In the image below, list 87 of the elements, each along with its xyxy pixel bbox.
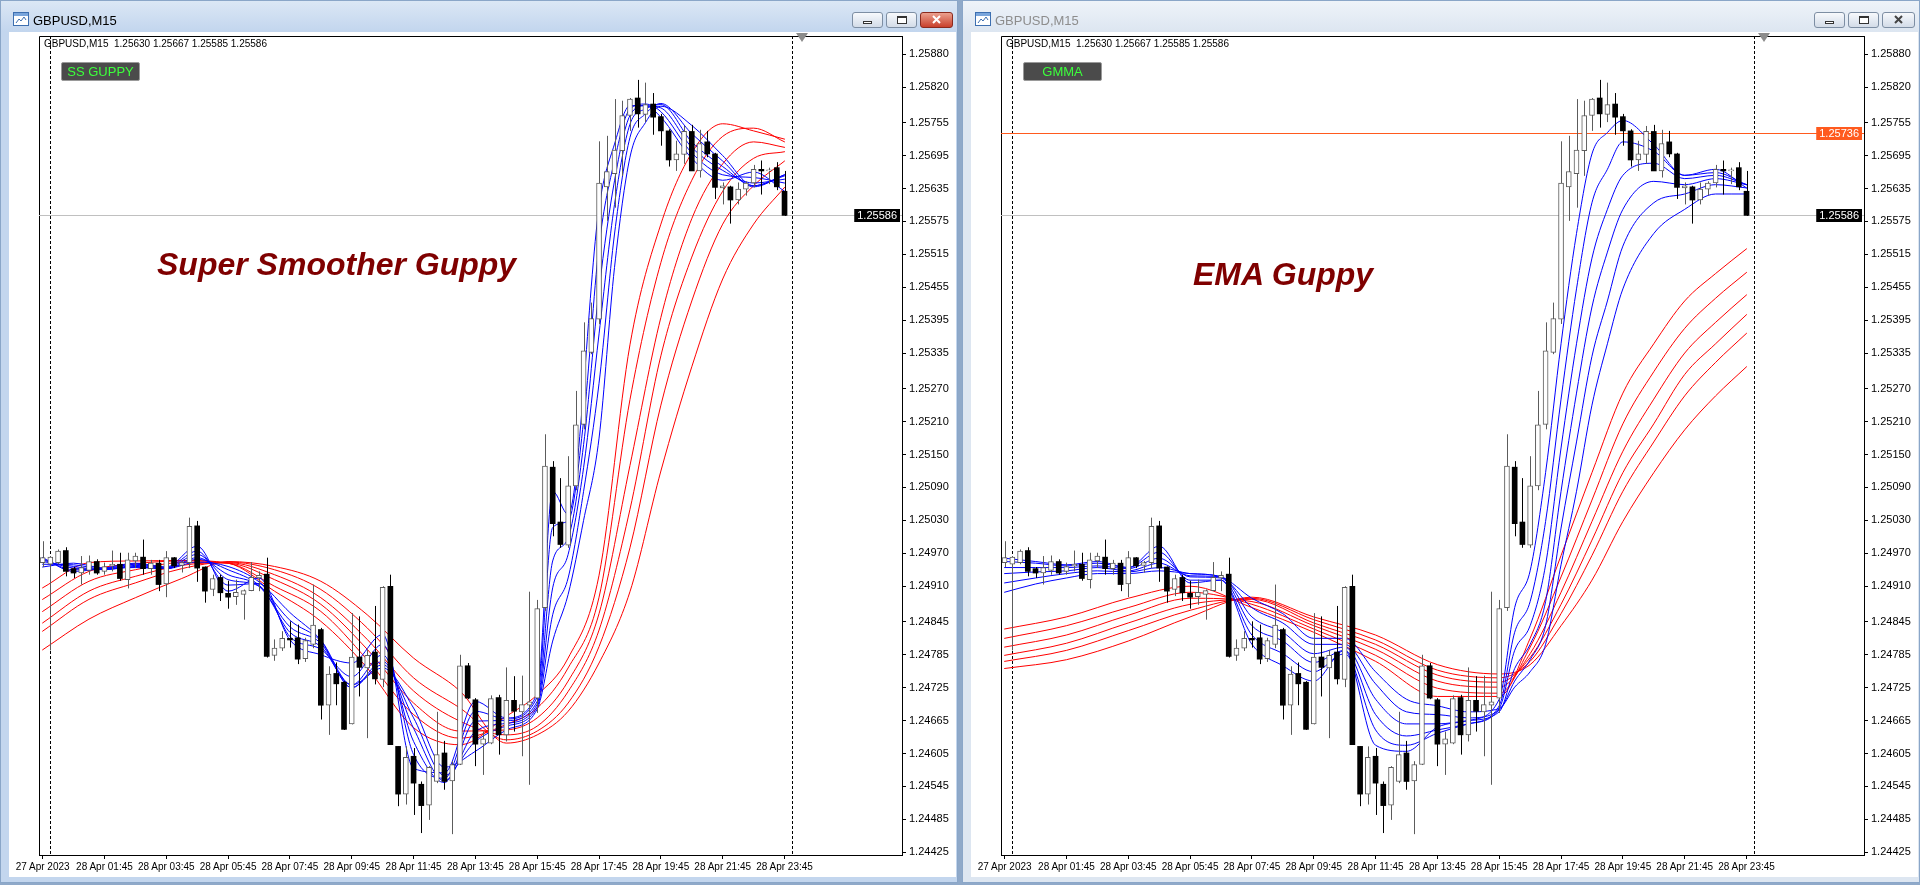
x-tick-label: 28 Apr 21:45 — [694, 860, 752, 872]
x-tick-label: 28 Apr 15:45 — [1470, 860, 1529, 872]
y-tick-label: 1.25695 — [1871, 148, 1911, 161]
y-tick-label: 1.25755 — [909, 115, 949, 128]
y-tick-label: 1.25090 — [1871, 480, 1911, 493]
x-tick-label: 28 Apr 03:45 — [137, 860, 196, 872]
x-tick-label: 28 Apr 01:45 — [76, 860, 134, 872]
y-tick-label: 1.25575 — [1871, 214, 1911, 227]
x-tick-label: 28 Apr 17:45 — [570, 860, 628, 872]
y-tick-label: 1.25395 — [1871, 313, 1911, 326]
y-tick-label: 1.25210 — [1871, 414, 1911, 427]
x-tick-label: 28 Apr 01:45 — [1038, 860, 1096, 872]
y-tick-label: 1.25150 — [1871, 447, 1911, 460]
y-tick-label: 1.24425 — [909, 845, 949, 858]
x-tick-label: 27 Apr 2023 — [15, 860, 71, 872]
y-tick-label: 1.25635 — [1871, 181, 1911, 194]
y-tick-label: 1.24605 — [909, 746, 949, 759]
x-tick-label: 28 Apr 07:45 — [1223, 860, 1281, 872]
ref-line-label: 1.25736 — [1819, 127, 1859, 140]
chart-title: GBPUSD,M15 — [33, 13, 117, 28]
y-tick-label: 1.24785 — [1871, 647, 1911, 660]
x-tick-label: 28 Apr 05:45 — [199, 860, 257, 872]
x-tick-label: 28 Apr 09:45 — [1285, 860, 1343, 872]
x-tick-label: 28 Apr 13:45 — [447, 860, 505, 872]
x-tick-label: 28 Apr 07:45 — [261, 860, 319, 872]
y-tick-label: 1.25515 — [909, 247, 949, 260]
y-tick-label: 1.24485 — [1871, 812, 1911, 825]
x-tick-label: 28 Apr 11:45 — [385, 860, 442, 872]
y-tick-label: 1.25880 — [1871, 47, 1911, 60]
y-tick-label: 1.25090 — [909, 480, 949, 493]
chart-title: GBPUSD,M15 — [995, 13, 1079, 28]
y-tick-label: 1.25395 — [909, 313, 949, 326]
y-tick-label: 1.25030 — [909, 513, 949, 526]
y-tick-label: 1.25335 — [1871, 346, 1911, 359]
x-tick-label: 28 Apr 09:45 — [323, 860, 381, 872]
y-tick-label: 1.24545 — [1871, 779, 1911, 792]
y-tick-label: 1.24665 — [1871, 713, 1911, 726]
y-tick-label: 1.25695 — [909, 148, 949, 161]
y-tick-label: 1.24725 — [909, 680, 949, 693]
y-tick-label: 1.25635 — [909, 181, 949, 194]
y-tick-label: 1.25270 — [1871, 381, 1911, 394]
x-tick-label: 28 Apr 17:45 — [1532, 860, 1590, 872]
y-tick-label: 1.25455 — [1871, 280, 1911, 293]
x-tick-label: 27 Apr 2023 — [977, 860, 1033, 872]
y-tick-label: 1.25820 — [909, 80, 949, 93]
y-tick-label: 1.24785 — [909, 647, 949, 660]
ref-line-label: 1.25586 — [1819, 209, 1859, 222]
y-tick-label: 1.25575 — [909, 214, 949, 227]
y-tick-label: 1.25210 — [909, 414, 949, 427]
y-tick-label: 1.24545 — [909, 779, 949, 792]
y-tick-label: 1.24665 — [909, 713, 949, 726]
y-tick-label: 1.24970 — [909, 546, 949, 559]
y-tick-label: 1.24910 — [909, 579, 949, 592]
ref-line-label: 1.25586 — [857, 209, 897, 222]
x-tick-label: 28 Apr 23:45 — [1718, 860, 1776, 872]
chart-subtitle: GBPUSD,M15 1.25630 1.25667 1.25585 1.25586 — [1006, 38, 1229, 50]
y-tick-label: 1.24845 — [909, 614, 949, 627]
button: SS GUPPY — [61, 62, 140, 81]
y-tick-label: 1.25515 — [1871, 247, 1911, 260]
x-tick-label: 28 Apr 03:45 — [1099, 860, 1158, 872]
y-tick-label: 1.25880 — [909, 47, 949, 60]
y-tick-label: 1.24425 — [1871, 845, 1911, 858]
x-tick-label: 28 Apr 15:45 — [508, 860, 567, 872]
y-tick-label: 1.25030 — [1871, 513, 1911, 526]
x-tick-label: 28 Apr 11:45 — [1347, 860, 1404, 872]
y-tick-label: 1.25755 — [1871, 115, 1911, 128]
y-tick-label: 1.24970 — [1871, 546, 1911, 559]
y-tick-label: 1.25270 — [909, 381, 949, 394]
x-tick-label: 28 Apr 19:45 — [632, 860, 690, 872]
y-tick-label: 1.24845 — [1871, 614, 1911, 627]
x-tick-label: 28 Apr 13:45 — [1409, 860, 1467, 872]
x-tick-label: 28 Apr 05:45 — [1161, 860, 1219, 872]
button: GMMA — [1023, 62, 1102, 81]
y-tick-label: 1.24725 — [1871, 680, 1911, 693]
chart-subtitle: GBPUSD,M15 1.25630 1.25667 1.25585 1.25586 — [44, 38, 267, 50]
annotation: Super Smoother Guppy — [157, 246, 517, 282]
annotation: EMA Guppy — [1193, 256, 1374, 292]
y-tick-label: 1.25455 — [909, 280, 949, 293]
x-tick-label: 28 Apr 19:45 — [1594, 860, 1652, 872]
y-tick-label: 1.24910 — [1871, 579, 1911, 592]
y-tick-label: 1.25820 — [1871, 80, 1911, 93]
y-tick-label: 1.24605 — [1871, 746, 1911, 759]
y-tick-label: 1.25150 — [909, 447, 949, 460]
x-tick-label: 28 Apr 21:45 — [1656, 860, 1714, 872]
x-tick-label: 28 Apr 23:45 — [756, 860, 814, 872]
y-tick-label: 1.25335 — [909, 346, 949, 359]
y-tick-label: 1.24485 — [909, 812, 949, 825]
